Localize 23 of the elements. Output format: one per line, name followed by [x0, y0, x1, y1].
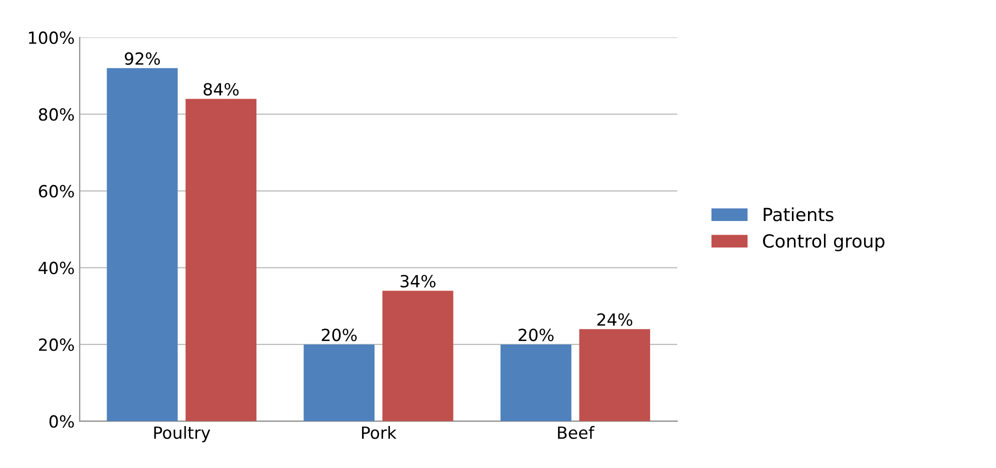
bar	[304, 344, 375, 422]
data-label: 24%	[597, 313, 632, 326]
y-tick-label: 60%	[38, 184, 74, 198]
y-tick-label: 100%	[29, 31, 74, 44]
bar	[579, 329, 650, 422]
data-label: 20%	[518, 328, 554, 342]
legend-label: Patients	[764, 207, 834, 222]
data-label: 92%	[124, 52, 160, 65]
x-tick-label: Poultry	[154, 426, 210, 442]
bar	[106, 68, 178, 422]
bar	[382, 290, 454, 422]
x-tick-label: Beef	[558, 426, 595, 439]
bar	[186, 98, 256, 422]
legend-label: Control group	[763, 234, 884, 252]
bar	[500, 344, 572, 422]
data-label: 84%	[204, 83, 239, 96]
data-label: 34%	[400, 274, 436, 288]
y-tick-label: 40%	[38, 262, 74, 274]
x-tick-label: Pork	[362, 426, 397, 439]
y-tick-label: 0%	[49, 415, 74, 428]
y-tick-label: 80%	[38, 108, 74, 121]
y-tick-label: 20%	[38, 338, 74, 352]
data-label: 20%	[322, 328, 357, 342]
